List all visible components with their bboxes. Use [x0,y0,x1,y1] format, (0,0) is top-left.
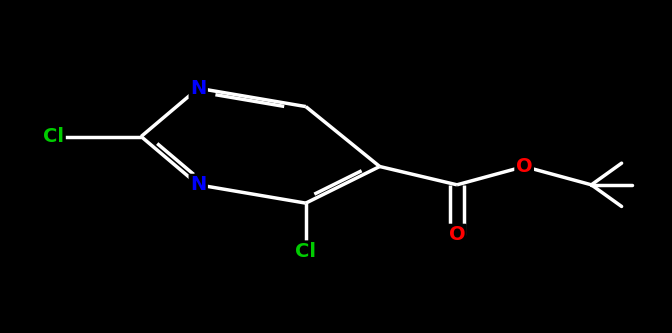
Text: Cl: Cl [43,127,65,146]
Text: N: N [190,79,206,98]
Text: O: O [449,225,465,244]
Text: Cl: Cl [295,242,317,261]
Text: N: N [190,175,206,194]
Text: O: O [516,157,532,176]
